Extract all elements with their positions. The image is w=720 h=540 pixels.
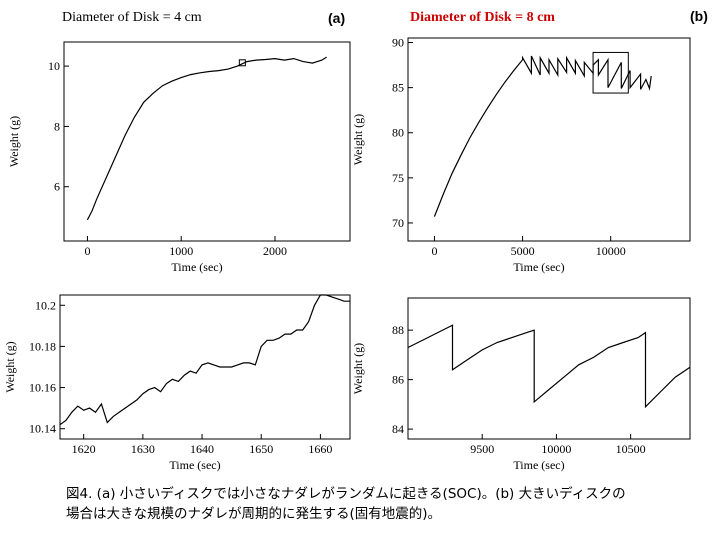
y-tick-label: 10.18 <box>29 339 56 353</box>
y-tick-label: 10 <box>48 59 60 73</box>
chart-b-main: 0 5000 10000 70 75 80 85 90 Time (sec) Weight (g) <box>351 36 691 274</box>
plot-frame <box>407 37 691 242</box>
x-tick-label: 0 <box>84 244 90 258</box>
y-tick-label: 70 <box>392 216 404 230</box>
x-tick-label: 1620 <box>72 442 96 456</box>
x-tick-label: 1660 <box>308 442 332 456</box>
y-tick-label: 86 <box>392 373 404 387</box>
x-tick-label: 10500 <box>616 442 646 456</box>
x-tick-label: 1650 <box>249 442 273 456</box>
caption-line-2: 場合は大きな規模のナダレが周期的に発生する(固有地震的)。 <box>66 506 442 522</box>
x-tick-label: 10000 <box>541 442 571 456</box>
plot-frame <box>407 297 691 440</box>
chart-b-zoom: 9500 10000 10500 84 86 88 Time (sec) Weight (g) <box>351 297 691 472</box>
zoom-region-box <box>592 51 629 94</box>
data-series-line <box>86 56 327 221</box>
data-series-line <box>59 294 350 426</box>
x-tick-label: 1640 <box>190 442 214 456</box>
y-tick-label: 75 <box>392 171 404 185</box>
plot-frame <box>59 294 351 440</box>
data-series-line <box>433 55 652 217</box>
y-axis-label: Weight (g) <box>3 341 17 392</box>
x-axis-label: Time (sec) <box>513 458 564 472</box>
x-tick-label: 10000 <box>596 244 626 258</box>
x-tick-label: 0 <box>431 244 437 258</box>
zoom-region-box <box>238 59 246 67</box>
figure-caption: 図4. (a) 小さいディスクでは小さなナダレがランダムに起きる(SOC)。(b… <box>66 484 686 524</box>
x-tick-label: 1630 <box>131 442 155 456</box>
data-series-line <box>407 324 691 409</box>
x-tick-label: 2000 <box>263 244 287 258</box>
y-tick-label: 10.2 <box>35 298 56 312</box>
y-tick-label: 85 <box>392 81 404 95</box>
x-tick-label: 5000 <box>511 244 535 258</box>
chart-a-zoom: 1620 1630 1640 1650 1660 10.14 10.16 10.18 10.2 T… <box>3 294 351 472</box>
y-tick-label: 8 <box>54 119 60 133</box>
y-tick-label: 10.16 <box>29 381 56 395</box>
y-tick-label: 90 <box>392 36 404 50</box>
y-tick-label: 84 <box>392 422 404 436</box>
panel-a-tag: (a) <box>328 10 345 26</box>
panel-b-title: Diameter of Disk = 8 cm <box>410 10 555 25</box>
panel-a-title: Diameter of Disk = 4 cm <box>62 10 202 25</box>
panel-b-tag: (b) <box>690 8 708 24</box>
plot-frame <box>63 41 351 242</box>
y-axis-label: Weight (g) <box>351 343 365 394</box>
y-tick-label: 6 <box>54 180 60 194</box>
x-axis-label: Time (sec) <box>513 260 564 274</box>
x-tick-label: 9500 <box>470 442 494 456</box>
y-axis-label: Weight (g) <box>351 114 365 165</box>
y-axis-label: Weight (g) <box>7 116 21 167</box>
chart-a-main: 0 1000 2000 6 8 10 Time (sec) Weight (g) <box>7 41 351 274</box>
y-tick-label: 80 <box>392 126 404 140</box>
x-axis-label: Time (sec) <box>171 260 222 274</box>
x-axis-label: Time (sec) <box>169 458 220 472</box>
x-tick-label: 1000 <box>169 244 193 258</box>
caption-line-1: 図4. (a) 小さいディスクでは小さなナダレがランダムに起きる(SOC)。(b… <box>66 486 626 502</box>
y-tick-label: 10.14 <box>29 422 56 436</box>
y-tick-label: 88 <box>392 323 404 337</box>
